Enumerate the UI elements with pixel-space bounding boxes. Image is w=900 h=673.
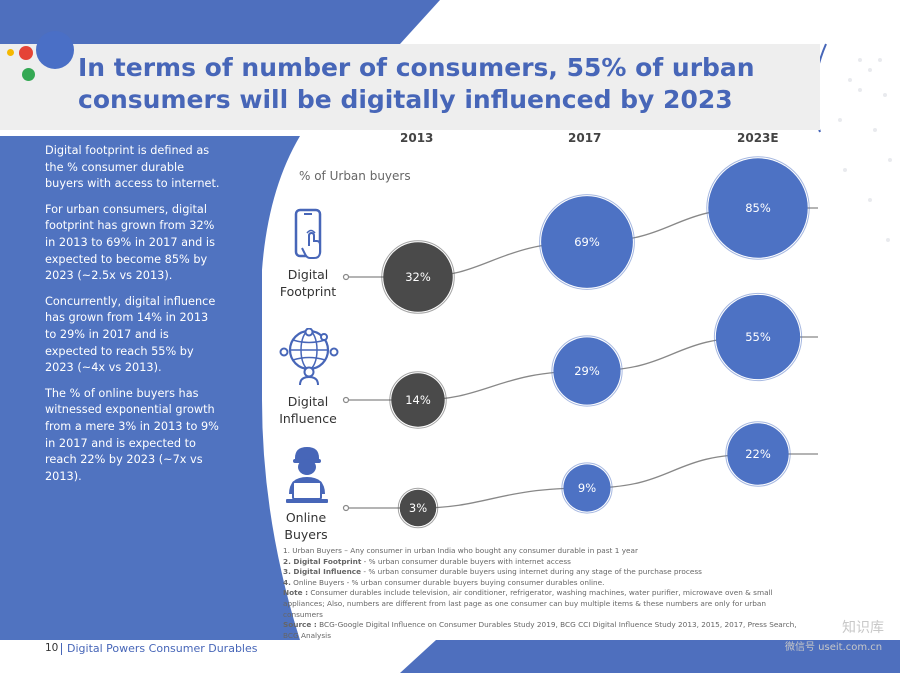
year-label-2013: 2013 — [400, 131, 434, 145]
series-line-start-dot — [342, 273, 350, 281]
bubble-ring — [389, 371, 447, 429]
bubble-ring — [551, 335, 623, 407]
footnote-line: Source : BCG-Google Digital Influence on… — [283, 620, 797, 640]
bubble-value-label: 32% — [405, 270, 431, 284]
world-map-dots — [838, 58, 892, 242]
bubble-ring — [725, 421, 791, 487]
category-label-line: Influence — [279, 411, 337, 426]
category-label-online-buyers: Online Buyers — [268, 509, 344, 543]
bubble-ring — [706, 156, 810, 260]
year-label-2017: 2017 — [568, 131, 602, 145]
logo-dot-blue — [36, 31, 74, 69]
footer-title: Digital Powers Consumer Durables — [67, 642, 258, 655]
bubble-ring — [713, 292, 803, 382]
footnote-line: 4. Online Buyers - % urban consumer dura… — [283, 577, 605, 587]
bubble-online-buyers-2023e — [727, 423, 789, 485]
series-line-start-dot — [342, 504, 350, 512]
bubble-digital-footprint-2023e — [708, 158, 808, 258]
bubble-value-label: 29% — [574, 364, 600, 378]
title-band — [0, 44, 820, 130]
bottom-band-shape — [400, 640, 900, 673]
category-label-line: Online — [285, 510, 327, 525]
bubble-value-label: 22% — [745, 447, 771, 461]
category-label-line: Digital — [287, 267, 329, 282]
sidebar-paragraph: For urban consumers, digital footprint h… — [45, 202, 215, 283]
sidebar-paragraph: Digital footprint is defined as the % co… — [45, 144, 220, 191]
bubble-digital-footprint-2017 — [541, 196, 633, 288]
bubble-value-label: 69% — [574, 235, 600, 249]
category-label-line: Footprint — [279, 284, 337, 299]
bubble-digital-influence-2017 — [553, 337, 621, 405]
bubble-value-label: 85% — [745, 201, 771, 215]
footnote-line: Note : Consumer durables include televis… — [283, 588, 773, 619]
bubble-value-label: 55% — [745, 330, 771, 344]
footer-separator — [61, 643, 62, 655]
smartphone-touch-icon — [294, 208, 322, 259]
bubble-ring — [561, 462, 613, 514]
bubble-digital-influence-2013 — [391, 373, 445, 427]
sidebar-paragraph: Concurrently, digital influence has grow… — [45, 294, 216, 375]
bubble-digital-footprint-2013 — [383, 242, 453, 312]
chart-unit-label: % of Urban buyers — [299, 169, 411, 183]
bubble-ring — [539, 194, 635, 290]
globe-network-icon — [279, 328, 339, 386]
person-laptop-icon — [286, 447, 328, 503]
logo-dot-red — [19, 46, 33, 60]
bubble-online-buyers-2013 — [399, 489, 437, 527]
top-band-shape — [0, 0, 440, 44]
bubble-value-label: 14% — [405, 393, 431, 407]
footnote-line: 1. Urban Buyers – Any consumer in urban … — [283, 546, 638, 555]
bubble-digital-influence-2023e — [715, 294, 801, 380]
bubble-value-label: 3% — [409, 501, 427, 515]
bubble-value-label: 9% — [578, 481, 596, 495]
logo-dot-yellow — [7, 49, 14, 56]
sidebar-description: Digital footprint is defined as the % co… — [45, 143, 223, 494]
series-line-start-dot — [342, 396, 350, 404]
bubble-online-buyers-2017 — [563, 464, 611, 512]
category-label-line: Digital — [287, 394, 329, 409]
logo-dot-green — [22, 68, 35, 81]
watermark-subtitle: 微信号 useit.com.cn — [785, 642, 883, 653]
footnote-line: 2. Digital Footprint - % urban consumer … — [283, 556, 571, 566]
footnote-line: 3. Digital Influence - % urban consumer … — [283, 567, 702, 577]
bubble-ring — [397, 487, 439, 529]
page-title: In terms of number of consumers, 55% of … — [78, 53, 755, 114]
watermark-title: 知识库 — [842, 620, 884, 636]
sidebar-paragraph: The % of online buyers has witnessed exp… — [45, 386, 219, 483]
category-label-digital-influence: Digital Influence — [270, 393, 346, 427]
category-label-digital-footprint: Digital Footprint — [270, 266, 346, 300]
sidebar-shape — [0, 136, 300, 640]
year-label-2023e: 2023E — [737, 131, 779, 145]
category-label-line: Buyers — [284, 527, 328, 542]
footnotes: 1. Urban Buyers – Any consumer in urban … — [283, 546, 808, 641]
page-number: 10 — [45, 642, 59, 654]
bubble-ring — [381, 240, 455, 314]
